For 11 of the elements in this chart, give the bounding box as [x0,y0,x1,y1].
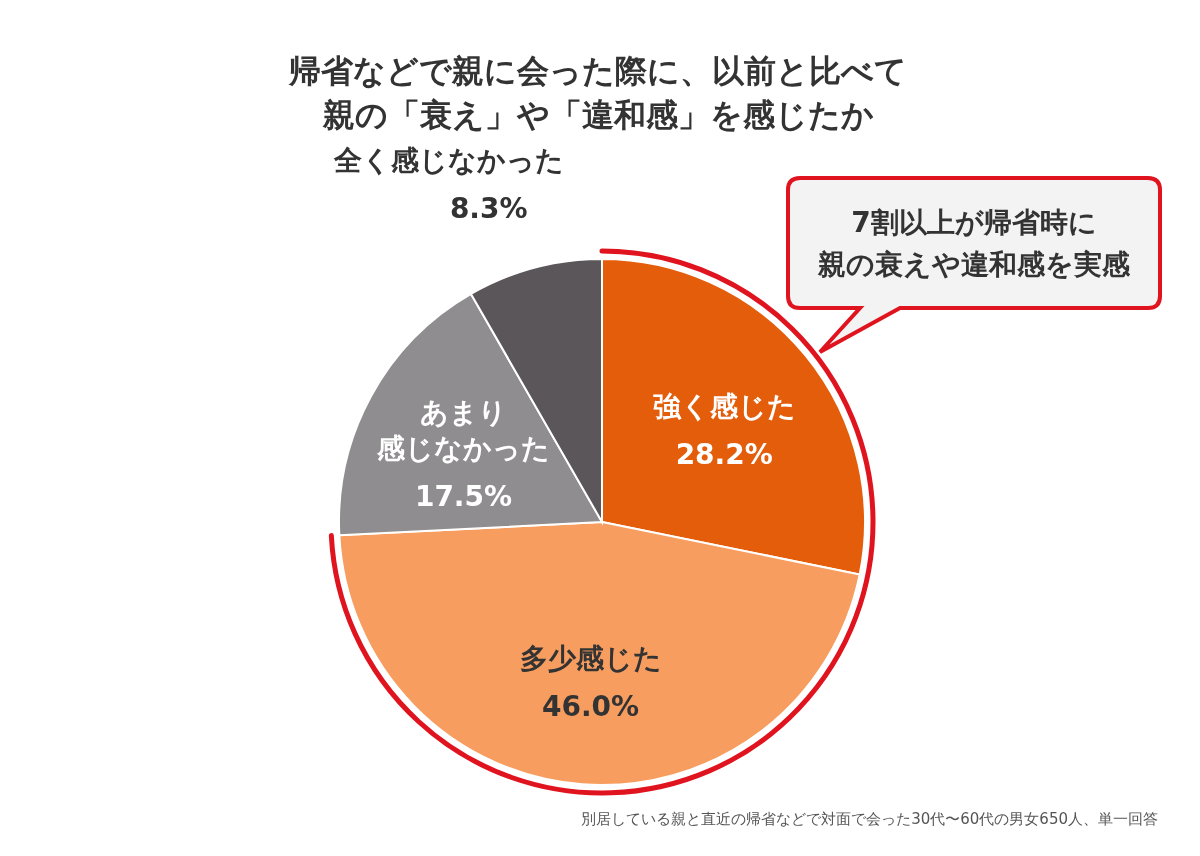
data-label: 8.3% [449,191,528,225]
data-label: 17.5% [414,480,513,514]
slice-label: 強く感じた [652,390,796,424]
text: 別居している親と直近の帰省などで対面で会った30代〜60代の男女650人、単一回答 [581,810,1158,828]
data-label: 28.2% [675,438,773,472]
data-label: 46.0% [541,690,640,724]
chart-title: 帰省などで親に会った際に、以前と比べて親の「衰え」や「違和感」を感じたか [288,52,907,134]
slice-label: 全く感じなかった [332,143,564,177]
text: 7割以上が帰省時に親の衰えや違和感を実感 [817,206,1131,281]
slice-label: 多少感じた [519,642,662,676]
slice-label: あまり感じなかった [375,396,550,466]
